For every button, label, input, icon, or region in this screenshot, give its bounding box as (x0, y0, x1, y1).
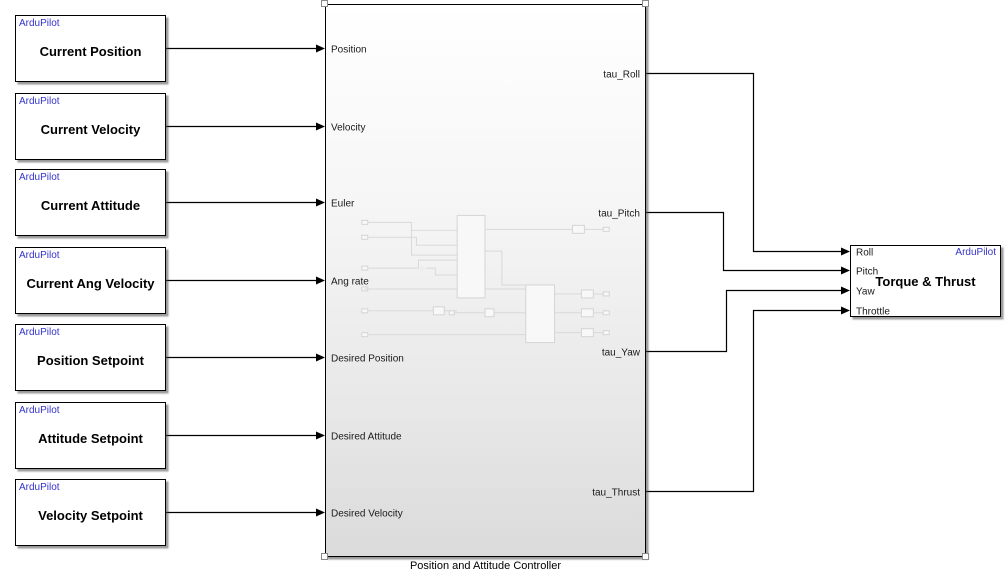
ardupilot-link-label: ArduPilot (19, 405, 60, 416)
input-port-label-throttle: Throttle (856, 306, 890, 317)
source-block-current-position[interactable]: ArduPilot Current Position (15, 15, 166, 82)
source-block-position-setpoint[interactable]: ArduPilot Position Setpoint (15, 324, 166, 391)
input-port-label-desired-velocity: Desired Velocity (331, 508, 403, 519)
subsystem-content-preview (361, 214, 610, 344)
source-block-current-attitude[interactable]: ArduPilot Current Attitude (15, 169, 166, 236)
output-port-label-tau-yaw: tau_Yaw (601, 347, 640, 358)
controller-subsystem-block[interactable]: Position Velocity Euler Ang rate Desired… (325, 4, 646, 557)
ardupilot-link-label: ArduPilot (955, 247, 996, 258)
selection-handle-top-right[interactable] (642, 0, 649, 7)
ardupilot-link-label: ArduPilot (19, 96, 60, 107)
input-port-label-ang-rate: Ang rate (331, 276, 369, 287)
controller-block-caption: Position and Attitude Controller (409, 560, 562, 572)
block-title: Position Setpoint (37, 353, 144, 368)
source-block-attitude-setpoint[interactable]: ArduPilot Attitude Setpoint (15, 402, 166, 469)
wire-current-attitude[interactable] (166, 198, 325, 207)
input-port-label-desired-attitude: Desired Attitude (331, 431, 402, 442)
block-title: Current Velocity (40, 122, 141, 137)
output-port-label-tau-roll: tau_Roll (603, 69, 640, 80)
ardupilot-link-label: ArduPilot (19, 250, 60, 261)
selection-handle-bottom-right[interactable] (642, 553, 649, 560)
block-title: Current Attitude (40, 198, 141, 213)
wire-current-velocity[interactable] (166, 122, 325, 131)
input-port-label-desired-position: Desired Position (331, 353, 404, 364)
wire-position-setpoint[interactable] (166, 353, 325, 362)
source-block-current-ang-velocity[interactable]: ArduPilot Current Ang Velocity (15, 247, 166, 314)
wire-tau-pitch[interactable] (646, 211, 850, 275)
source-block-velocity-setpoint[interactable]: ArduPilot Velocity Setpoint (15, 479, 166, 546)
block-title: Current Ang Velocity (26, 276, 155, 291)
input-port-label-pitch: Pitch (856, 266, 879, 277)
output-port-label-tau-thrust: tau_Thrust (592, 487, 640, 498)
wire-velocity-setpoint[interactable] (166, 508, 325, 517)
source-block-current-velocity[interactable]: ArduPilot Current Velocity (15, 93, 166, 160)
selection-handle-bottom-left[interactable] (321, 553, 328, 560)
input-port-label-velocity: Velocity (331, 122, 366, 133)
ardupilot-link-label: ArduPilot (19, 172, 60, 183)
wire-attitude-setpoint[interactable] (166, 431, 325, 440)
wire-current-position[interactable] (166, 44, 325, 53)
input-port-label-yaw: Yaw (856, 286, 875, 297)
wire-tau-thrust[interactable] (646, 306, 850, 493)
wire-current-ang-velocity[interactable] (166, 276, 325, 285)
ardupilot-link-label: ArduPilot (19, 327, 60, 338)
block-title: Current Position (39, 44, 142, 59)
block-title: Velocity Setpoint (38, 508, 143, 523)
wire-tau-roll[interactable] (646, 72, 850, 256)
block-title: Torque & Thrust (875, 274, 976, 290)
wire-tau-yaw[interactable] (646, 286, 850, 353)
ardupilot-link-label: ArduPilot (19, 18, 60, 29)
torque-thrust-block[interactable]: ArduPilot Torque & Thrust Roll Pitch Yaw… (850, 245, 1001, 317)
input-port-label-euler: Euler (331, 198, 355, 209)
block-title: Attitude Setpoint (38, 431, 143, 446)
selection-handle-top-left[interactable] (321, 0, 328, 7)
output-port-label-tau-pitch: tau_Pitch (598, 208, 640, 219)
ardupilot-link-label: ArduPilot (19, 482, 60, 493)
input-port-label-roll: Roll (856, 247, 874, 258)
input-port-label-position: Position (331, 44, 367, 55)
